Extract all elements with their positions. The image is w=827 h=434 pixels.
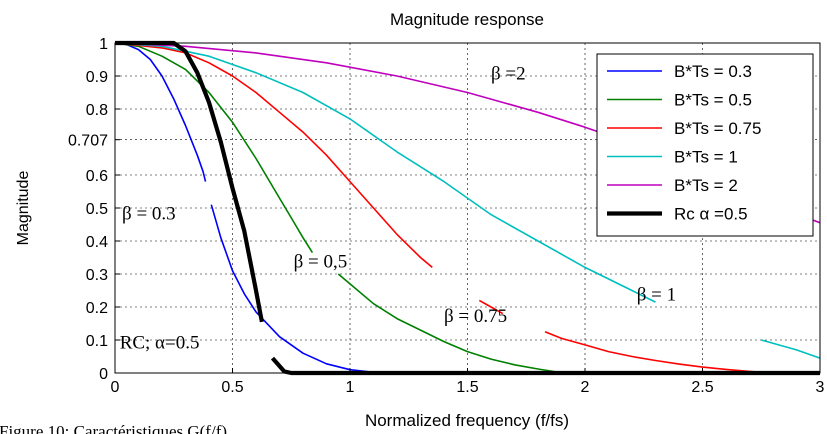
series-line-3 (114, 42, 656, 303)
y-tick-label: 0.1 (86, 333, 108, 350)
legend-label: Rc α =0.5 (674, 205, 748, 224)
y-tick-label: 0.5 (86, 201, 108, 218)
curve-annotation: RC; α=0.5 (120, 332, 200, 353)
x-axis-label: Normalized frequency (f/fs) (365, 411, 569, 430)
curve-annotation: β = 0,5 (294, 251, 348, 272)
ticks: 0 0.5 1 1.5 2 2.5 3 0 0.1 0.2 0.3 0.4 0.5 0.6 0.707 0.8… (68, 36, 825, 396)
x-tick-label: 0 (111, 379, 120, 396)
x-tick-label: 2.5 (691, 379, 713, 396)
legend-label: B*Ts = 2 (674, 176, 738, 195)
legend-label: B*Ts = 1 (674, 148, 738, 167)
series-line-4 (114, 42, 609, 137)
x-tick-label: 1.5 (456, 379, 478, 396)
curve-annotation: β = 0.75 (444, 306, 507, 327)
chart-title: Magnitude response (390, 10, 544, 29)
y-tick-label: 0.9 (86, 69, 108, 86)
y-tick-label: 0 (99, 366, 108, 383)
series-line-2 (478, 299, 504, 315)
legend-label: B*Ts = 0.75 (674, 119, 761, 138)
y-tick-label: 0.3 (86, 267, 108, 284)
y-tick-label: 0.707 (68, 133, 108, 150)
legend-label: B*Ts = 0.5 (674, 91, 752, 110)
figure-caption: Figure 10: Caractéristiques G(f/f) ... .… (0, 422, 312, 434)
y-tick-label: 1 (99, 36, 108, 53)
y-tick-label: 0.6 (86, 168, 108, 185)
y-tick-label: 0.8 (86, 102, 108, 119)
x-tick-label: 3 (816, 379, 825, 396)
series-line-0 (114, 42, 207, 182)
y-axis-label: Magnitude (15, 171, 32, 246)
legend: B*Ts = 0.3 B*Ts = 0.5 B*Ts = 0.75 B*Ts = 1 B… (596, 53, 814, 237)
series-line-3 (761, 339, 821, 359)
x-tick-label: 1 (346, 379, 355, 396)
curve-annotation: β =2 (491, 63, 526, 84)
annotations: β =2 β = 0.3 β = 0,5 β = 0.75 β = 1 RC; α=0.5 (120, 63, 676, 353)
x-tick-label: 2 (581, 379, 590, 396)
y-tick-label: 0.2 (86, 300, 108, 317)
series-line-1 (114, 42, 314, 254)
legend-label: B*Ts = 0.3 (674, 62, 752, 81)
curve-annotation: β = 1 (637, 284, 676, 305)
y-tick-label: 0.4 (86, 234, 108, 251)
legend-box (596, 53, 814, 237)
series-lines (114, 40, 821, 376)
x-tick-label: 0.5 (221, 379, 243, 396)
curve-annotation: β = 0.3 (122, 204, 176, 225)
